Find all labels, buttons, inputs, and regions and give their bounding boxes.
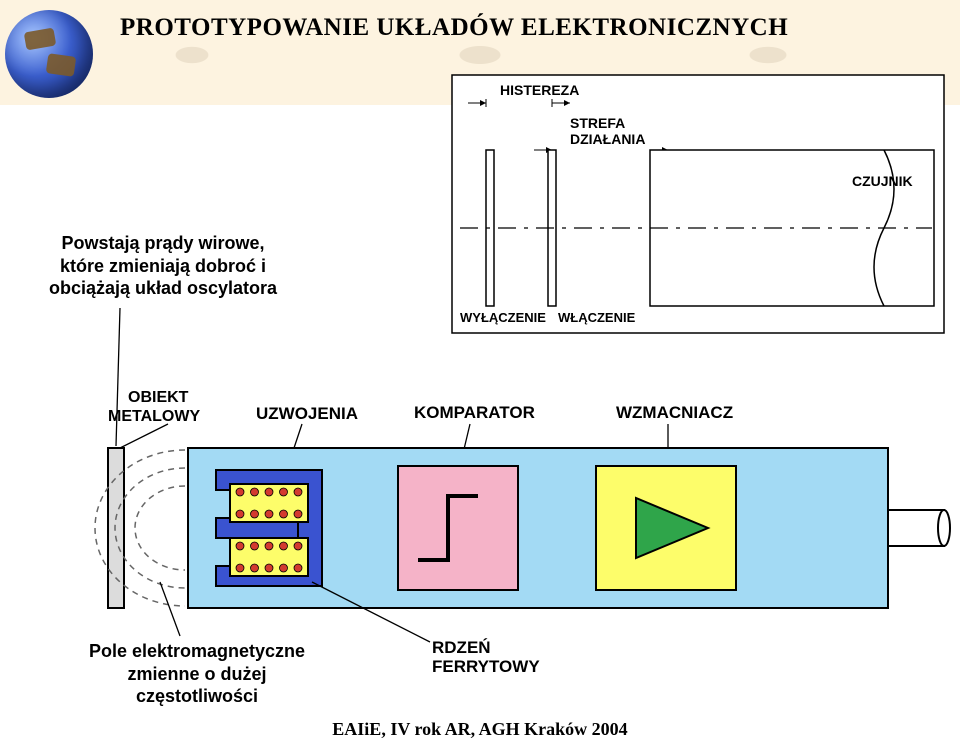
top-diagram: HISTEREZA STREFADZIAŁANIA CZUJNIK WYŁĄCZENI… xyxy=(0,0,960,360)
caption-em-line3: częstotliwości xyxy=(136,686,258,706)
svg-text:OBIEKT: OBIEKT xyxy=(128,389,189,406)
svg-text:RDZEŃ: RDZEŃ xyxy=(432,638,491,657)
caption-eddy-line2: które zmieniają dobroć i xyxy=(60,256,266,276)
svg-text:STREFA: STREFA xyxy=(570,115,625,131)
svg-text:FERRYTOWY: FERRYTOWY xyxy=(432,657,540,676)
svg-text:HISTEREZA: HISTEREZA xyxy=(500,82,579,98)
svg-text:CZUJNIK: CZUJNIK xyxy=(852,173,913,189)
svg-text:WYŁĄCZENIE: WYŁĄCZENIE xyxy=(460,310,546,325)
svg-text:WZMACNIACZ: WZMACNIACZ xyxy=(616,403,733,422)
svg-text:KOMPARATOR: KOMPARATOR xyxy=(414,403,535,422)
caption-eddy-currents: Powstają prądy wirowe, które zmieniają d… xyxy=(38,232,288,300)
caption-em-field: Pole elektromagnetyczne zmienne o dużej … xyxy=(72,640,322,708)
footer: EAIiE, IV rok AR, AGH Kraków 2004 xyxy=(0,719,960,740)
caption-eddy-line3: obciążają układ oscylatora xyxy=(49,278,277,298)
svg-text:WŁĄCZENIE: WŁĄCZENIE xyxy=(558,310,636,325)
svg-text:UZWOJENIA: UZWOJENIA xyxy=(256,404,358,423)
svg-text:DZIAŁANIA: DZIAŁANIA xyxy=(570,131,645,147)
caption-em-line2: zmienne o dużej xyxy=(127,664,266,684)
caption-eddy-line1: Powstają prądy wirowe, xyxy=(61,233,264,253)
caption-em-line1: Pole elektromagnetyczne xyxy=(89,641,305,661)
svg-text:METALOWY: METALOWY xyxy=(108,408,200,425)
